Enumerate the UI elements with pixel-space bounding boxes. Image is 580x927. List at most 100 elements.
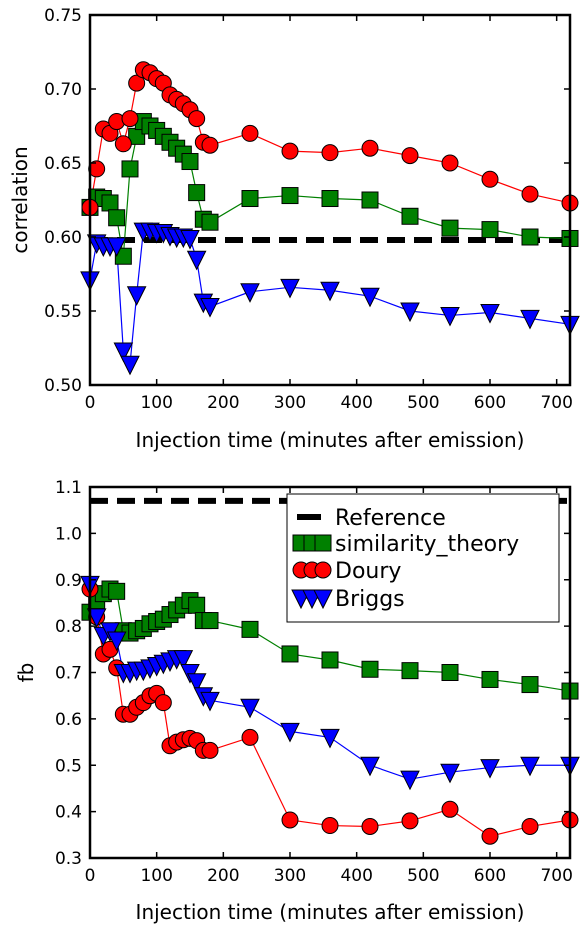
Briggs-point [120, 355, 140, 376]
y-axis-label: fb [14, 663, 38, 683]
similarity_theory-point [401, 662, 419, 680]
x-tick-label: 0 [85, 866, 96, 886]
Briggs-point [113, 342, 134, 363]
similarity_theory-point [101, 194, 119, 212]
Briggs-point [360, 287, 380, 308]
x-tick-label: 600 [474, 866, 506, 886]
x-tick-label: 700 [540, 393, 572, 413]
y-tick-label: 0.55 [44, 302, 82, 322]
Briggs-point [86, 608, 107, 628]
Doury-point [201, 136, 219, 154]
Briggs-point [360, 756, 380, 777]
Briggs-point [106, 631, 127, 652]
Doury-point [321, 144, 339, 162]
y-tick-label: 1.1 [55, 478, 82, 498]
Doury-point [241, 124, 259, 142]
similarity_theory-point [521, 676, 539, 694]
x-tick-label: 200 [207, 866, 239, 886]
legend-swatch-marker [313, 589, 333, 610]
Doury-point [361, 139, 379, 157]
Doury-point [188, 110, 206, 128]
legend-swatch-marker [314, 534, 332, 552]
y-tick-label: 0.60 [44, 228, 82, 248]
similarity_theory-point [114, 247, 132, 265]
similarity_theory-point [401, 207, 419, 225]
Briggs-point [186, 250, 207, 271]
Briggs-point [106, 237, 127, 257]
x-tick-label: 400 [340, 866, 372, 886]
similarity_theory-point [188, 596, 206, 614]
legend-label: Doury [335, 559, 401, 584]
x-tick-label: 300 [274, 393, 306, 413]
Doury-point [114, 135, 132, 153]
series-Briggs [80, 575, 580, 791]
Briggs-point [280, 722, 300, 743]
similarity_theory-point [281, 187, 299, 205]
Briggs-point [126, 286, 147, 306]
y-tick-label: 0.6 [55, 710, 82, 730]
Doury-point [321, 817, 339, 835]
similarity_theory-point [361, 191, 379, 209]
legend-box [286, 493, 560, 623]
x-axis-label: Injection time (minutes after emission) [136, 900, 525, 924]
x-tick-label: 100 [140, 393, 172, 413]
x-tick-label: 500 [407, 393, 439, 413]
Briggs-point [480, 303, 500, 324]
Doury-point [88, 160, 106, 178]
Briggs-point [240, 698, 260, 719]
y-tick-label: 0.50 [44, 376, 82, 396]
Briggs-point [520, 309, 540, 330]
Doury-point [121, 110, 139, 128]
Briggs-point [200, 298, 220, 318]
series-Doury [81, 61, 579, 216]
similarity_theory-point [108, 582, 126, 600]
y-tick-label: 0.4 [55, 803, 82, 823]
x-tick-label: 200 [207, 393, 239, 413]
Doury-point [401, 812, 419, 830]
legend-label: Reference [335, 506, 446, 531]
Briggs-point [200, 691, 220, 712]
series-Doury [81, 580, 579, 845]
x-tick-label: 600 [474, 393, 506, 413]
Briggs-point [520, 756, 540, 777]
similarity_theory-point [281, 645, 299, 663]
y-tick-label: 1.0 [55, 524, 82, 544]
Doury-point [201, 741, 219, 759]
Briggs-point [440, 763, 460, 784]
similarity_theory-point [481, 221, 499, 239]
series-Briggs [80, 222, 580, 376]
Doury-point [481, 170, 499, 188]
similarity_theory-point [321, 651, 339, 669]
Doury-point [401, 147, 419, 165]
Doury-point [361, 817, 379, 835]
y-tick-label: 0.7 [55, 664, 82, 684]
similarity_theory-point [321, 190, 339, 208]
similarity_theory-point [201, 213, 219, 231]
Briggs-point [400, 770, 420, 791]
Briggs-point [180, 229, 200, 250]
y-axis-label: correlation [8, 146, 32, 253]
Briggs-point [440, 306, 460, 327]
Doury-point [481, 827, 499, 845]
Briggs-point [480, 759, 500, 779]
x-tick-label: 700 [540, 866, 572, 886]
similarity_theory-point [201, 612, 219, 630]
similarity_theory-point [241, 190, 259, 208]
Doury-point [521, 185, 539, 203]
similarity_theory-point [361, 660, 379, 678]
Doury-point [281, 142, 299, 160]
similarity_theory-point [241, 620, 259, 638]
x-tick-label: 300 [274, 866, 306, 886]
y-tick-label: 0.70 [44, 80, 82, 100]
Doury-point [521, 817, 539, 835]
legend-label: Briggs [335, 587, 405, 612]
y-tick-label: 0.8 [55, 617, 82, 637]
y-tick-label: 0.5 [55, 756, 82, 776]
x-tick-label: 500 [407, 866, 439, 886]
x-tick-label: 100 [140, 866, 172, 886]
Briggs-point [320, 728, 340, 749]
legend-swatch-marker [314, 561, 332, 579]
y-tick-label: 0.65 [44, 154, 82, 174]
x-tick-label: 400 [340, 393, 372, 413]
